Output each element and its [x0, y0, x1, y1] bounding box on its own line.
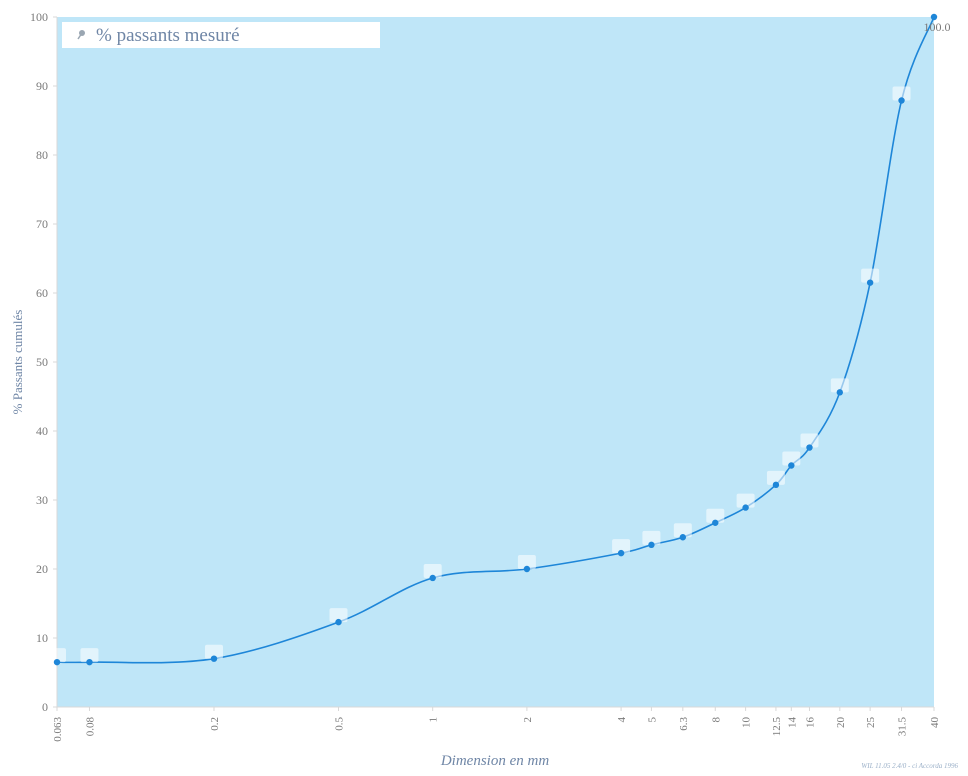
data-point: [429, 574, 436, 582]
x-tick-label: 14: [786, 717, 798, 729]
x-tick-label: 5: [646, 717, 658, 723]
x-tick-label: 4: [616, 717, 628, 723]
data-point: [742, 504, 749, 511]
point-label-box: [612, 539, 631, 554]
point-label-box: [736, 493, 755, 508]
y-tick-label: 100: [30, 10, 48, 24]
data-point: [866, 279, 874, 286]
data-point: [210, 655, 218, 662]
point-label-box: [48, 648, 66, 663]
data-point: [335, 618, 342, 626]
data-point: [53, 658, 61, 666]
x-tick-label: 0.08: [84, 717, 96, 737]
x-tick-label: 0.5: [334, 717, 346, 731]
data-point: [617, 549, 625, 557]
point-label-box: [861, 268, 880, 283]
legend-label: % passants mesuré: [96, 25, 240, 46]
series-points: [53, 13, 938, 666]
data-point: [930, 13, 938, 21]
x-tick-label: 20: [835, 717, 847, 729]
x-tick-label: 12.5: [771, 717, 783, 737]
data-point: [836, 389, 844, 396]
y-tick-label: 70: [36, 217, 48, 231]
data-point: [648, 541, 655, 549]
data-point: [86, 658, 93, 666]
pin-marker-icon: [77, 30, 85, 40]
y-tick-label: 50: [36, 355, 48, 369]
point-label-box: [642, 530, 661, 545]
data-point: [788, 462, 795, 469]
data-point: [806, 444, 813, 451]
y-tick-label: 10: [36, 631, 48, 645]
point-label-box: [673, 523, 692, 538]
x-tick-label: 0.2: [209, 717, 221, 731]
y-tick-label: 0: [42, 700, 48, 714]
x-tick-label: 2: [522, 717, 534, 723]
footer-note: WIL 11.05 2.4/0 - ci Accorda 1996: [861, 762, 958, 770]
plot-area: [57, 17, 934, 707]
data-point: [898, 97, 905, 104]
x-tick-label: 6.3: [678, 717, 690, 731]
x-tick-label: 25: [865, 717, 877, 729]
data-point: [712, 519, 719, 526]
point-value-labels: 100.0: [924, 20, 951, 34]
y-tick-label: 80: [36, 148, 48, 162]
y-tick-label: 90: [36, 79, 48, 93]
y-tick-label: 30: [36, 493, 48, 507]
point-label-box: [800, 433, 819, 448]
point-label-box: [517, 555, 536, 569]
x-axis-title: Dimension en mm: [440, 753, 549, 769]
data-point: [523, 565, 531, 573]
x-tick-label: 16: [804, 717, 816, 729]
y-tick-label: 60: [36, 286, 48, 300]
x-tick-label: 8: [710, 717, 722, 723]
x-tick-label: 10: [741, 717, 753, 729]
y-tick-label: 20: [36, 562, 48, 576]
point-label-box: [766, 470, 785, 485]
y-axis-ticks: 0 10 20 30 40 50 60 70 80 90 100: [30, 10, 57, 714]
y-axis-title: % Passants cumulés: [10, 310, 25, 415]
x-tick-label: 0.063: [52, 717, 64, 742]
point-label-box: [423, 563, 442, 578]
point-label-box: [80, 648, 99, 663]
point-label-box: [204, 644, 223, 659]
point-label-box: [329, 608, 348, 623]
point-label-boxes: [48, 86, 911, 663]
x-tick-label: 31.5: [897, 717, 909, 737]
point-label-box: [706, 508, 725, 523]
x-tick-label: 1: [428, 717, 440, 723]
data-point: [772, 481, 780, 489]
data-point: [679, 534, 687, 541]
point-label-box: [830, 378, 849, 393]
legend-box: [62, 22, 380, 48]
point-label-box: [892, 86, 911, 101]
x-tick-label: 40: [929, 717, 941, 729]
data-point-value-label: 100.0: [924, 20, 951, 34]
x-axis-ticks: 0.063 0.08 0.2 0.5 1 2 4 5 6.3 8 10 12.5 14 16 20 25 31.…: [52, 707, 941, 742]
y-tick-label: 40: [36, 424, 48, 438]
point-label-box: [782, 451, 801, 466]
